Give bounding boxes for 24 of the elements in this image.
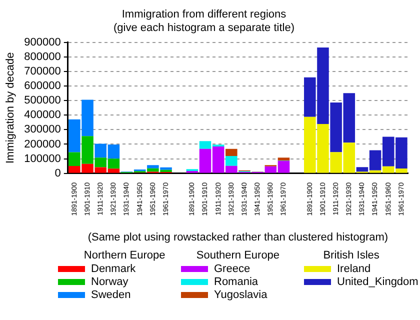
y-tick-label: 400000 xyxy=(24,109,61,122)
y-tick-label: 300000 xyxy=(24,124,61,136)
y-tick-label: 200000 xyxy=(24,138,61,150)
text: British Isles xyxy=(323,250,380,262)
chart-title: Immigration from different regions (give each histogram a separate title) xyxy=(114,8,294,34)
text: Northern Europe xyxy=(84,250,166,262)
legend-label: Norway xyxy=(91,276,128,288)
y-tick-label: 700000 xyxy=(24,66,61,78)
y-tick-label: 500000 xyxy=(24,94,61,107)
text: Southern Europe xyxy=(196,250,280,262)
x-axis-title: (Same plot using rowstacked rather than clustered histogram) xyxy=(88,231,388,244)
legend-label: Denmark xyxy=(91,262,136,274)
y-tick-label: 800000 xyxy=(24,50,61,63)
legend-label: Romania xyxy=(214,276,258,288)
y-tick-label: 0 xyxy=(54,167,61,180)
legend-label: Yugoslavia xyxy=(214,288,268,300)
y-tick-label: 100000 xyxy=(24,152,61,165)
y-axis-title: Immigration by decade xyxy=(4,52,17,164)
legend-label: Sweden xyxy=(91,288,131,300)
legend-label: Greece xyxy=(214,262,250,274)
legend-label: United_Kingdom xyxy=(337,276,418,288)
legend-label: Ireland xyxy=(337,262,371,274)
y-tick-label: 900000 xyxy=(24,36,61,48)
y-tick-label: 600000 xyxy=(24,80,61,92)
